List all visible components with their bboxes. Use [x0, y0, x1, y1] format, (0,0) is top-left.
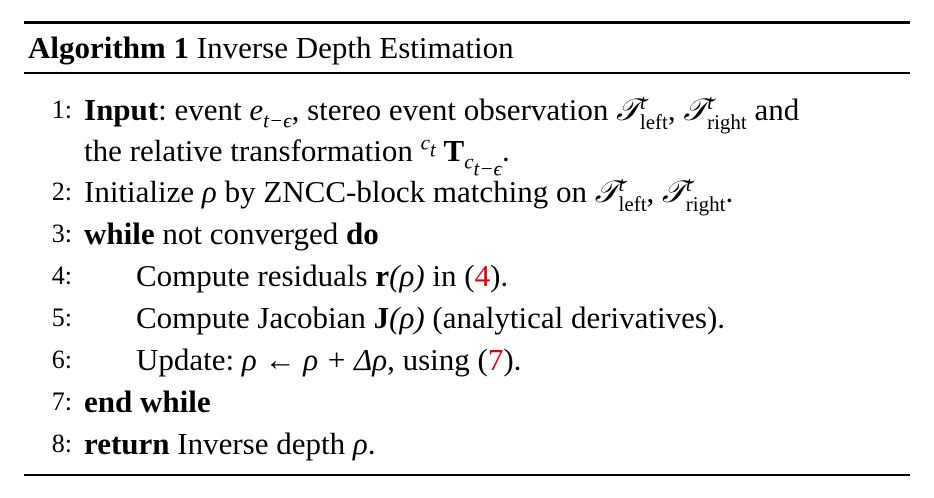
line-text: Compute residuals r(ρ) in (4).	[136, 258, 509, 293]
algorithm-line-1-continued: the relative transformation ct Tct−ϵ.	[0, 130, 934, 181]
line-number: 2:	[51, 177, 72, 206]
line-text: Initialize ρ by ZNCC-block matching on 𝒯…	[84, 172, 734, 217]
keyword-return: return	[84, 426, 170, 461]
algorithm-line-2: 2: Initialize ρ by ZNCC-block matching o…	[0, 172, 934, 217]
algorithm-line-8: 8: return Inverse depth ρ.	[0, 424, 934, 464]
algorithm-line-1: 1: Input: event et−ϵ, stereo event obser…	[0, 90, 934, 135]
line-number: 1:	[51, 95, 72, 124]
line-text: return Inverse depth ρ.	[84, 426, 376, 461]
keyword-do: do	[346, 216, 379, 251]
algorithm-name: Inverse Depth Estimation	[196, 30, 514, 65]
line-text: the relative transformation ct Tct−ϵ.	[84, 130, 510, 181]
line-number: 3:	[51, 219, 72, 248]
line-text: Input: event et−ϵ, stereo event observat…	[84, 90, 800, 135]
keyword-while: while	[84, 216, 155, 251]
line-text: Update: ρ ← ρ + Δρ, using (7).	[136, 342, 522, 377]
title-rule	[24, 72, 910, 74]
equation-ref-link[interactable]: 7	[487, 342, 504, 377]
line-number: 5:	[51, 303, 72, 332]
line-number: 7:	[51, 387, 72, 416]
top-rule	[24, 21, 910, 24]
bottom-rule	[24, 474, 910, 476]
keyword-end-while: end while	[84, 384, 211, 419]
line-text: Compute Jacobian J(ρ) (analytical deriva…	[136, 300, 726, 335]
line-number: 6:	[51, 345, 72, 374]
line-text: end while	[84, 382, 211, 422]
line-number: 8:	[51, 429, 72, 458]
algorithm-line-3: 3: while not converged do	[0, 214, 934, 254]
equation-ref-link[interactable]: 4	[474, 258, 491, 293]
algorithm-title: Algorithm 1 Inverse Depth Estimation	[28, 30, 514, 66]
algorithm-line-7: 7: end while	[0, 382, 934, 422]
line-text: while not converged do	[84, 216, 379, 251]
line-number: 4:	[51, 261, 72, 290]
algorithm-line-4: 4: Compute residuals r(ρ) in (4).	[0, 256, 934, 296]
algorithm-line-6: 6: Update: ρ ← ρ + Δρ, using (7).	[0, 340, 934, 380]
keyword-input: Input	[84, 92, 159, 127]
algorithm-line-5: 5: Compute Jacobian J(ρ) (analytical der…	[0, 298, 934, 338]
algorithm-label: Algorithm 1	[28, 30, 190, 65]
